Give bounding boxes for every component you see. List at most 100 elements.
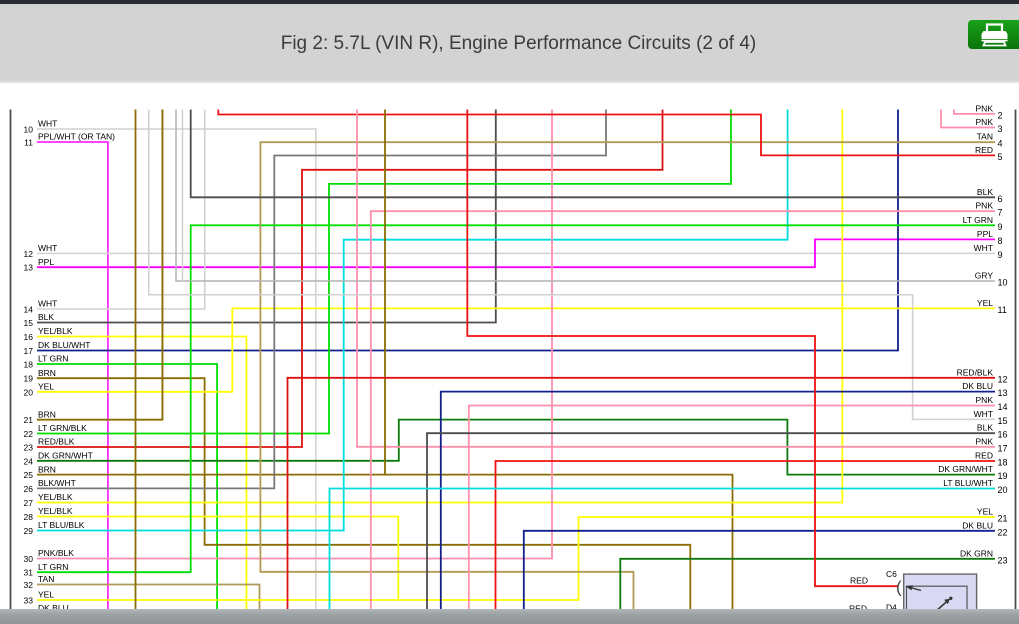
svg-text:19: 19	[24, 374, 34, 384]
svg-text:LT GRN: LT GRN	[963, 215, 993, 225]
svg-text:RED/BLK: RED/BLK	[957, 367, 994, 377]
svg-text:RED: RED	[975, 451, 993, 461]
svg-text:32: 32	[24, 580, 34, 590]
svg-text:22: 22	[24, 429, 34, 439]
svg-text:C6: C6	[886, 569, 897, 579]
svg-text:BLK/WHT: BLK/WHT	[38, 478, 76, 488]
svg-text:WHT: WHT	[38, 243, 57, 253]
svg-text:PNK/BLK: PNK/BLK	[38, 548, 74, 558]
svg-text:17: 17	[24, 346, 34, 356]
svg-text:6: 6	[998, 194, 1003, 204]
svg-text:BLK: BLK	[38, 312, 54, 322]
svg-text:26: 26	[24, 484, 34, 494]
svg-text:PNK: PNK	[976, 103, 994, 113]
svg-text:DK BLU: DK BLU	[38, 603, 69, 613]
svg-text:10: 10	[24, 125, 34, 135]
svg-text:YEL/BLK: YEL/BLK	[38, 326, 73, 336]
svg-text:DK GRN/WHT: DK GRN/WHT	[38, 451, 93, 461]
svg-text:21: 21	[24, 415, 34, 425]
svg-text:GRY: GRY	[975, 271, 994, 281]
svg-text:14: 14	[24, 305, 34, 315]
svg-text:YEL: YEL	[38, 382, 54, 392]
svg-text:YEL: YEL	[38, 590, 54, 600]
svg-text:LT GRN/BLK: LT GRN/BLK	[38, 423, 87, 433]
svg-text:15: 15	[24, 318, 34, 328]
svg-text:13: 13	[24, 263, 34, 273]
svg-text:TAN: TAN	[38, 574, 54, 584]
svg-text:YEL: YEL	[977, 298, 993, 308]
svg-text:12: 12	[998, 374, 1008, 384]
svg-text:20: 20	[24, 387, 34, 397]
svg-text:31: 31	[24, 568, 34, 578]
svg-text:LT GRN: LT GRN	[38, 354, 68, 364]
svg-text:LT GRN: LT GRN	[38, 562, 68, 572]
svg-text:WHT: WHT	[974, 409, 993, 419]
svg-text:19: 19	[998, 471, 1008, 481]
svg-text:5: 5	[998, 152, 1003, 162]
svg-text:YEL/BLK: YEL/BLK	[38, 506, 73, 516]
svg-text:PPL: PPL	[977, 229, 993, 239]
svg-text:RED: RED	[975, 145, 993, 155]
svg-text:LT BLU/WHT: LT BLU/WHT	[943, 478, 993, 488]
svg-text:RED/BLK: RED/BLK	[38, 437, 75, 447]
svg-text:BLK: BLK	[977, 187, 993, 197]
svg-text:3: 3	[998, 124, 1003, 134]
svg-text:27: 27	[24, 498, 34, 508]
svg-text:DK GRN: DK GRN	[960, 548, 993, 558]
svg-text:20: 20	[998, 485, 1008, 495]
svg-text:11: 11	[998, 305, 1007, 315]
svg-text:YEL/BLK: YEL/BLK	[38, 492, 73, 502]
svg-text:PPL: PPL	[38, 257, 54, 267]
svg-text:DK GRN/WHT: DK GRN/WHT	[938, 464, 993, 474]
svg-text:29: 29	[24, 526, 34, 536]
svg-text:18: 18	[24, 360, 34, 370]
svg-text:23: 23	[24, 443, 34, 453]
svg-text:16: 16	[24, 332, 34, 342]
svg-text:9: 9	[998, 222, 1003, 232]
svg-text:13: 13	[998, 388, 1008, 398]
svg-text:23: 23	[998, 555, 1008, 565]
svg-text:RED: RED	[849, 604, 867, 614]
svg-text:15: 15	[998, 416, 1008, 426]
svg-text:18: 18	[998, 458, 1008, 468]
svg-text:PNK: PNK	[976, 117, 994, 127]
svg-text:PNK: PNK	[976, 201, 994, 211]
svg-text:YEL: YEL	[977, 507, 993, 517]
svg-text:WHT: WHT	[38, 299, 57, 309]
svg-text:24: 24	[24, 456, 34, 466]
svg-text:8: 8	[998, 236, 1003, 246]
svg-text:16: 16	[998, 430, 1008, 440]
svg-text:7: 7	[998, 208, 1003, 218]
svg-text:PNK: PNK	[976, 436, 994, 446]
svg-text:12: 12	[24, 249, 34, 259]
svg-text:33: 33	[24, 596, 34, 606]
svg-text:PNK: PNK	[976, 395, 994, 405]
svg-text:14: 14	[998, 402, 1008, 412]
svg-text:(: (	[896, 578, 902, 597]
svg-text:BRN: BRN	[38, 464, 56, 474]
svg-text:21: 21	[998, 514, 1008, 524]
svg-text:2: 2	[998, 110, 1003, 120]
svg-text:DK BLU: DK BLU	[962, 520, 993, 530]
svg-text:TAN: TAN	[977, 132, 993, 142]
svg-text:DK BLU/WHT: DK BLU/WHT	[38, 340, 90, 350]
svg-text:11: 11	[24, 138, 33, 148]
svg-text:25: 25	[24, 470, 34, 480]
svg-text:BRN: BRN	[38, 368, 56, 378]
svg-text:BLK: BLK	[977, 423, 993, 433]
svg-text:DK BLU: DK BLU	[962, 381, 993, 391]
svg-text:D4: D4	[886, 603, 897, 613]
svg-text:30: 30	[24, 554, 34, 564]
svg-text:17: 17	[998, 443, 1008, 453]
svg-text:LT BLU/BLK: LT BLU/BLK	[38, 520, 85, 530]
svg-text:BRN: BRN	[38, 409, 56, 419]
svg-text:9: 9	[998, 250, 1003, 260]
svg-text:22: 22	[998, 527, 1008, 537]
svg-text:10: 10	[998, 278, 1008, 288]
svg-text:RED: RED	[850, 576, 868, 586]
svg-text:WHT: WHT	[38, 119, 57, 129]
svg-text:WHT: WHT	[974, 243, 993, 253]
svg-text:28: 28	[24, 512, 34, 522]
svg-text:PPL/WHT (OR TAN): PPL/WHT (OR TAN)	[38, 132, 115, 142]
svg-text:4: 4	[998, 139, 1003, 149]
